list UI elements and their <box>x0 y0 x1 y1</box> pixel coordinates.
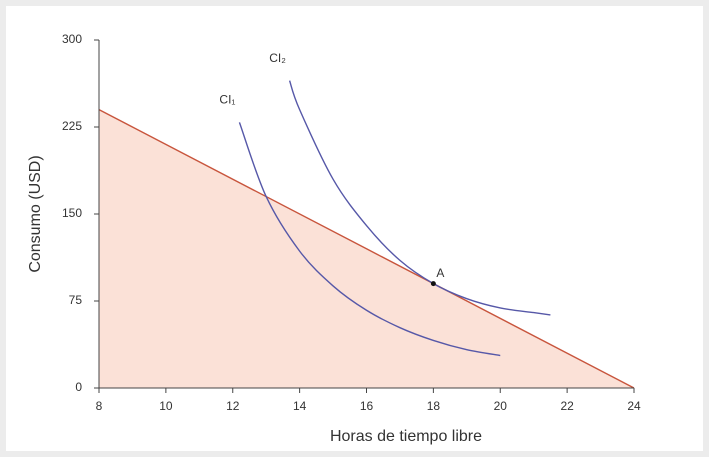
x-axis-title: Horas de tiempo libre <box>330 428 482 445</box>
point <box>430 281 436 287</box>
y-axis-title: Consumo (USD) <box>27 155 44 272</box>
y-tick-label: 300 <box>62 32 82 46</box>
x-tick-label: 16 <box>360 399 374 413</box>
x-tick-label: 14 <box>293 399 307 413</box>
x-tick-label: 20 <box>494 399 508 413</box>
budget-line <box>98 108 635 389</box>
y-tick-label: 150 <box>62 206 82 220</box>
x-tick-label: 22 <box>560 399 574 413</box>
x-tick-label: 10 <box>159 399 173 413</box>
x-tick-label: 18 <box>427 399 441 413</box>
x-tick-label: 8 <box>96 399 103 413</box>
x-tick-label: 24 <box>627 399 641 413</box>
curve-label: CI₂ <box>269 51 286 65</box>
y-tick-label: 75 <box>69 293 83 307</box>
indifference-curve <box>238 122 501 357</box>
x-tick-label: 12 <box>226 399 240 413</box>
y-tick-label: 0 <box>75 380 82 394</box>
indifference-curve <box>288 80 551 316</box>
curve-label: CI₁ <box>219 93 235 107</box>
y-tick-label: 225 <box>62 119 82 133</box>
point-label: A <box>436 266 444 280</box>
